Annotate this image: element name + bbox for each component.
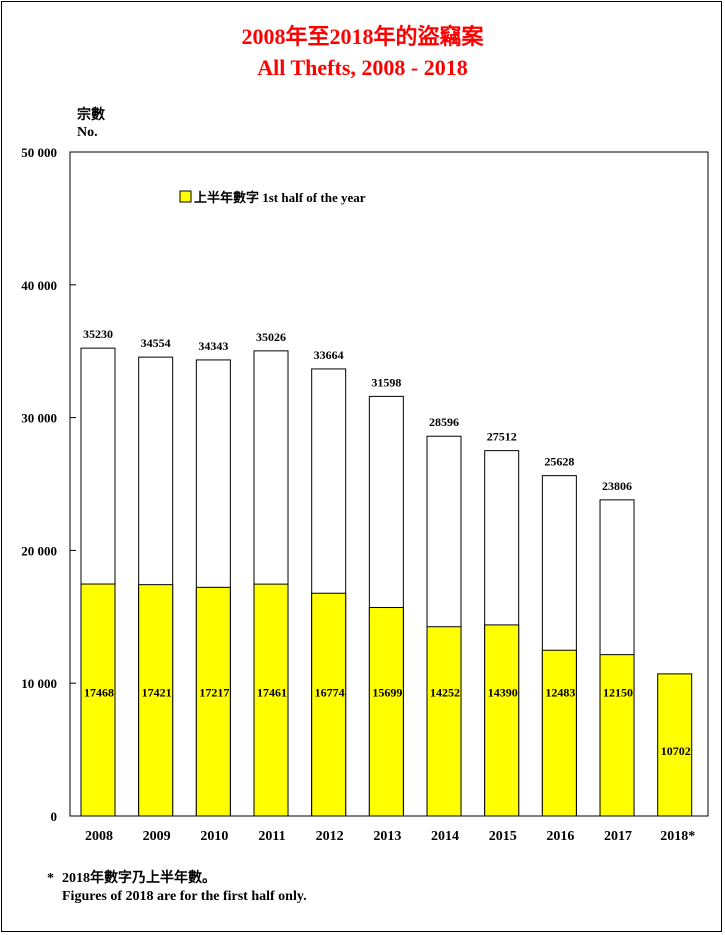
- plot-area: [69, 151, 709, 817]
- data-labels: 35230 17468 34554 17421 34343 17217 35026 17461…: [83, 327, 691, 758]
- data-label-first-half-2010: 17217: [199, 685, 229, 699]
- bars-layer: [80, 347, 693, 817]
- bar-first-half-2016: [541, 649, 577, 817]
- data-label-first-half-2017: 12150: [603, 685, 633, 699]
- data-label-first-half-2013: 15699: [372, 685, 402, 699]
- y-tick-label-50000: 50 000: [21, 145, 57, 160]
- data-label-first-half-2018*: 10702: [661, 744, 691, 758]
- footnote-zh-text: 2018年數字乃上半年數。: [62, 871, 216, 886]
- bar-first-half-2017: [599, 654, 635, 817]
- data-label-first-half-2009: 17421: [142, 685, 172, 699]
- data-label-first-half-2011: 17461: [257, 685, 287, 699]
- bar-first-half-2009: [138, 584, 174, 817]
- data-label-full-year-2014: 28596: [429, 415, 459, 429]
- x-tick-label-2014: 2014: [431, 829, 459, 844]
- data-label-first-half-2015: 14390: [488, 685, 518, 699]
- x-tick-label-2009: 2009: [143, 829, 171, 844]
- y-tick-label-10000: 10 000: [21, 676, 57, 691]
- data-label-full-year-2008: 35230: [83, 327, 113, 341]
- footnote-mark: *: [47, 871, 54, 886]
- data-label-full-year-2009: 34554: [141, 336, 171, 350]
- bar-first-half-2008: [80, 583, 116, 817]
- x-axis-tick-labels: 2008 2009 2010 2011 2012 2013 2014 2015 2016 2017…: [85, 829, 695, 844]
- y-tick-label-40000: 40 000: [21, 278, 57, 293]
- bar-first-half-2010: [195, 586, 231, 817]
- data-label-full-year-2013: 31598: [371, 375, 401, 389]
- y-tick-label-30000: 30 000: [21, 411, 57, 426]
- bar-first-half-2018*: [657, 673, 693, 817]
- y-axis-label-en: No.: [77, 125, 98, 140]
- footnote-zh: * 2018年數字乃上半年數。: [47, 867, 216, 887]
- x-tick-label-2008: 2008: [85, 829, 113, 844]
- legend-label-first-half: 上半年數字 1st half of the year: [194, 190, 366, 205]
- x-tick-label-2011: 2011: [258, 829, 285, 844]
- data-label-full-year-2016: 25628: [544, 455, 574, 469]
- data-label-full-year-2017: 23806: [602, 479, 632, 493]
- bar-first-half-2015: [484, 624, 520, 817]
- y-tick-label-20000: 20 000: [21, 543, 57, 558]
- y-tick-label-0: 0: [51, 809, 58, 824]
- legend-swatch-first-half: [179, 190, 192, 203]
- data-label-full-year-2011: 35026: [256, 330, 286, 344]
- x-tick-label-2017: 2017: [604, 829, 632, 844]
- data-label-first-half-2008: 17468: [84, 685, 114, 699]
- data-label-first-half-2012: 16774: [315, 685, 345, 699]
- chart-title-en: All Thefts, 2008 - 2018: [257, 55, 468, 80]
- x-tick-label-2013: 2013: [373, 829, 401, 844]
- data-label-first-half-2014: 14252: [430, 685, 460, 699]
- x-tick-label-2018*: 2018*: [660, 829, 695, 844]
- data-label-full-year-2015: 27512: [487, 430, 517, 444]
- data-label-full-year-2012: 33664: [314, 348, 344, 362]
- x-tick-label-2010: 2010: [200, 829, 228, 844]
- x-tick-label-2016: 2016: [546, 829, 574, 844]
- bar-first-half-2013: [368, 607, 404, 817]
- bar-first-half-2012: [311, 592, 347, 817]
- footnote-en: Figures of 2018 are for the first half o…: [62, 889, 307, 904]
- bar-first-half-2014: [426, 626, 462, 817]
- data-label-full-year-2010: 34343: [198, 339, 228, 353]
- x-tick-label-2015: 2015: [489, 829, 517, 844]
- x-tick-label-2012: 2012: [316, 829, 344, 844]
- data-label-first-half-2016: 12483: [545, 685, 575, 699]
- legend: 上半年數字 1st half of the year: [179, 190, 366, 205]
- y-axis-ticks: 0 10 000 20 000 30 000 40 000 50 000: [21, 145, 76, 824]
- y-axis-label-zh: 宗數: [77, 108, 105, 123]
- chart-title-zh: 2008年至2018年的盜竊案: [241, 24, 484, 49]
- bar-first-half-2011: [253, 583, 289, 817]
